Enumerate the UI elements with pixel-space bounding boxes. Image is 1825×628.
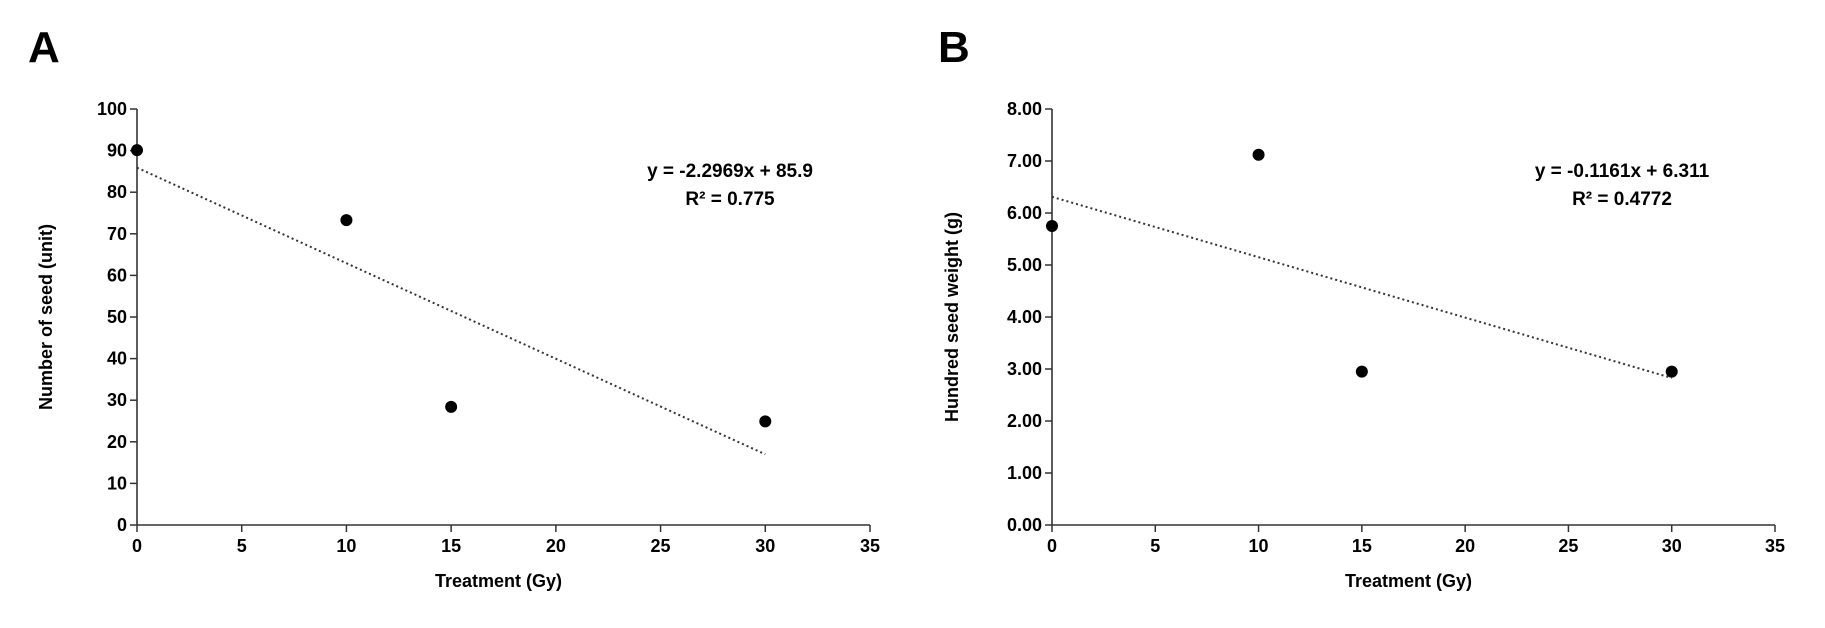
x-tick-label: 15 — [1352, 536, 1372, 556]
x-tick-label: 15 — [441, 536, 461, 556]
trendline-equation: y = -0.1161x + 6.311 — [1535, 161, 1710, 182]
data-point — [1252, 148, 1265, 161]
data-point — [1665, 365, 1678, 378]
x-tick-label: 10 — [336, 536, 356, 556]
x-tick-label: 35 — [860, 536, 880, 556]
y-axis-title: Hundred seed weight (g) — [942, 212, 962, 422]
x-tick-label: 20 — [1455, 536, 1475, 556]
y-tick-label: 0.00 — [1007, 515, 1042, 535]
y-tick-label: 10 — [107, 473, 127, 493]
y-tick-label: 80 — [107, 182, 127, 202]
x-tick-label: 10 — [1249, 536, 1269, 556]
y-tick-label: 20 — [107, 432, 127, 452]
y-tick-label: 60 — [107, 265, 127, 285]
x-axis-title: Treatment (Gy) — [1345, 571, 1472, 591]
data-point — [445, 400, 458, 413]
y-tick-label: 8.00 — [1007, 99, 1042, 119]
y-tick-label: 100 — [97, 99, 127, 119]
data-point — [131, 144, 143, 157]
x-tick-label: 5 — [237, 536, 247, 556]
x-tick-label: 25 — [651, 536, 671, 556]
data-point — [1046, 220, 1058, 232]
y-tick-label: 40 — [107, 349, 127, 369]
data-point — [340, 214, 353, 227]
x-tick-label: 30 — [1662, 536, 1682, 556]
data-point — [759, 415, 772, 428]
x-tick-label: 0 — [132, 536, 142, 556]
x-tick-label: 0 — [1047, 536, 1057, 556]
y-tick-label: 6.00 — [1007, 203, 1042, 223]
trendline-equation: y = -2.2969x + 85.9 — [647, 161, 813, 182]
trendline-r-squared: R² = 0.775 — [685, 189, 775, 210]
x-tick-label: 5 — [1150, 536, 1160, 556]
x-tick-label: 35 — [1765, 536, 1785, 556]
trendline-r-squared: R² = 0.4772 — [1572, 189, 1672, 210]
y-tick-label: 4.00 — [1007, 307, 1042, 327]
y-tick-label: 50 — [107, 307, 127, 327]
y-tick-label: 1.00 — [1007, 463, 1042, 483]
trendline — [1051, 195, 1672, 379]
x-tick-label: 30 — [755, 536, 775, 556]
panel-label: B — [938, 23, 970, 72]
chart-panel-a: A 0 10 20 30 40 50 60 70 80 90 100 0 5 10 15 20 25 30 35 Tre… — [28, 23, 880, 591]
panel-label: A — [28, 23, 60, 72]
y-tick-label: 90 — [107, 141, 127, 161]
y-tick-label: 3.00 — [1007, 359, 1042, 379]
chart-panel-b: B 0.00 1.00 2.00 3.00 4.00 5.00 6.00 7.00 8.00 0 5 1… — [938, 23, 1785, 591]
x-tick-label: 25 — [1558, 536, 1578, 556]
data-point — [1355, 365, 1368, 378]
x-axis-title: Treatment (Gy) — [435, 571, 562, 591]
y-tick-label: 30 — [107, 390, 127, 410]
trendline — [136, 166, 766, 456]
y-tick-label: 70 — [107, 224, 127, 244]
y-tick-label: 2.00 — [1007, 411, 1042, 431]
y-tick-label: 0 — [117, 515, 127, 535]
y-tick-label: 7.00 — [1007, 151, 1042, 171]
y-axis-title: Number of seed (unit) — [36, 224, 56, 410]
y-tick-label: 5.00 — [1007, 255, 1042, 275]
x-tick-label: 20 — [546, 536, 566, 556]
